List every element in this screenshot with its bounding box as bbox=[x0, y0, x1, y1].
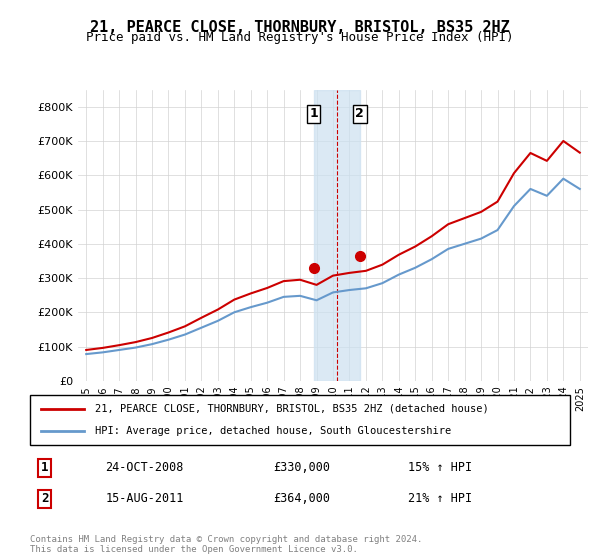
Text: 2: 2 bbox=[41, 492, 48, 506]
Text: 15% ↑ HPI: 15% ↑ HPI bbox=[408, 461, 472, 474]
Text: 21, PEARCE CLOSE, THORNBURY, BRISTOL, BS35 2HZ (detached house): 21, PEARCE CLOSE, THORNBURY, BRISTOL, BS… bbox=[95, 404, 488, 414]
Text: Price paid vs. HM Land Registry's House Price Index (HPI): Price paid vs. HM Land Registry's House … bbox=[86, 31, 514, 44]
Bar bbox=[314, 90, 359, 381]
Text: 24-OCT-2008: 24-OCT-2008 bbox=[106, 461, 184, 474]
Text: 1: 1 bbox=[41, 461, 48, 474]
FancyBboxPatch shape bbox=[30, 395, 570, 445]
Text: HPI: Average price, detached house, South Gloucestershire: HPI: Average price, detached house, Sout… bbox=[95, 426, 451, 436]
Text: £330,000: £330,000 bbox=[273, 461, 330, 474]
Text: 21% ↑ HPI: 21% ↑ HPI bbox=[408, 492, 472, 506]
Text: 15-AUG-2011: 15-AUG-2011 bbox=[106, 492, 184, 506]
Text: Contains HM Land Registry data © Crown copyright and database right 2024.
This d: Contains HM Land Registry data © Crown c… bbox=[30, 535, 422, 554]
Text: 1: 1 bbox=[309, 107, 318, 120]
Text: £364,000: £364,000 bbox=[273, 492, 330, 506]
Text: 2: 2 bbox=[355, 107, 364, 120]
Text: 21, PEARCE CLOSE, THORNBURY, BRISTOL, BS35 2HZ: 21, PEARCE CLOSE, THORNBURY, BRISTOL, BS… bbox=[90, 20, 510, 35]
